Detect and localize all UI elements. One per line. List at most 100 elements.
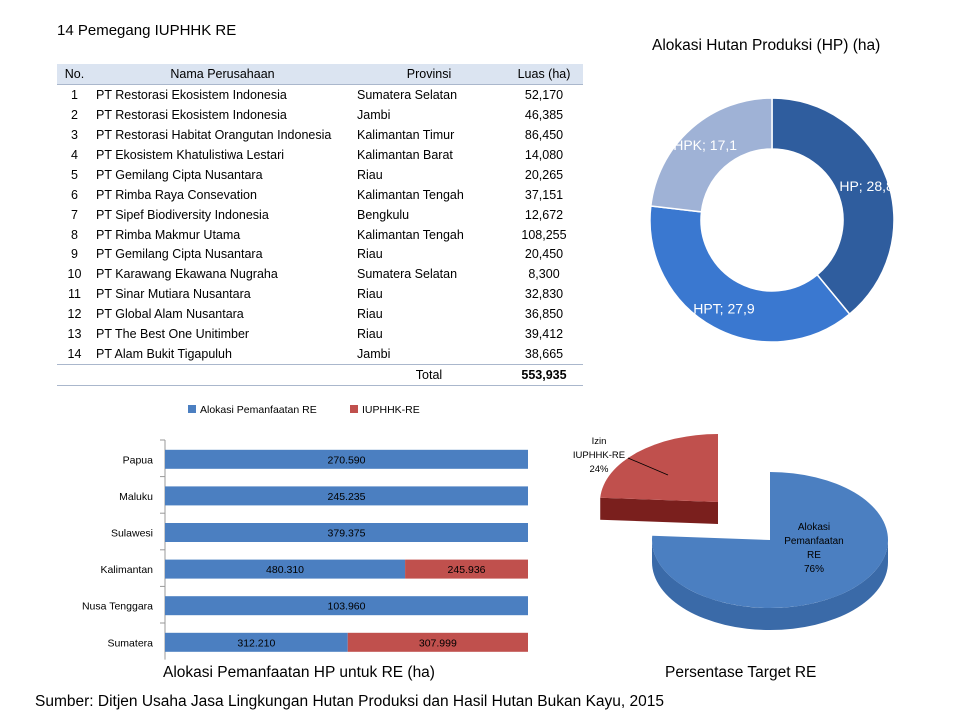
legend-swatch-iuphhk	[350, 405, 358, 413]
table-row: 11 PT Sinar Mutiara Nusantara Riau 32,830	[57, 284, 583, 305]
header-province: Provinsi	[353, 64, 505, 85]
company-name: PT Restorasi Ekosistem Indonesia	[92, 84, 353, 105]
donut-data-label-hpt: HPT; 27,9	[693, 300, 755, 316]
area-value: 14,080	[505, 144, 583, 165]
donut-slice-hp	[771, 97, 895, 316]
area-value: 38,665	[505, 344, 583, 365]
donut-slice-hpt	[649, 205, 851, 343]
province: Kalimantan Barat	[353, 144, 505, 165]
donut-slice-hpk	[649, 97, 773, 213]
bar-data-label: 379.375	[328, 528, 366, 540]
table-row: 14 PT Alam Bukit Tigapuluh Jambi 38,665	[57, 344, 583, 365]
row-number: 3	[57, 124, 92, 145]
table-row: 12 PT Global Alam Nusantara Riau 36,850	[57, 304, 583, 325]
bar-alokasi	[165, 449, 528, 469]
bar-alokasi	[165, 596, 528, 616]
table-row: 7 PT Sipef Biodiversity Indonesia Bengkulu…	[57, 204, 583, 225]
bar-data-label: 312.210	[237, 637, 275, 649]
province: Sumatera Selatan	[353, 264, 505, 285]
row-number: 6	[57, 184, 92, 205]
bar-chart-caption: Alokasi Pemanfaatan HP untuk RE (ha)	[163, 664, 435, 681]
province: Jambi	[353, 344, 505, 365]
row-number: 5	[57, 164, 92, 185]
table-header-row: No. Nama Perusahaan Provinsi Luas (ha)	[57, 64, 583, 85]
pie3d-side-izin	[600, 497, 718, 524]
bar-iuphhk	[405, 559, 528, 579]
bar-data-label: 480.310	[266, 564, 304, 576]
company-table: No. Nama Perusahaan Provinsi Luas (ha) 1…	[57, 64, 583, 387]
province: Riau	[353, 284, 505, 305]
company-name: PT Sipef Biodiversity Indonesia	[92, 204, 353, 225]
area-value: 20,450	[505, 244, 583, 265]
company-name: PT Ekosistem Khatulistiwa Lestari	[92, 144, 353, 165]
row-number: 12	[57, 304, 92, 325]
province: Kalimantan Timur	[353, 124, 505, 145]
row-number: 13	[57, 324, 92, 345]
company-name: PT Gemilang Cipta Nusantara	[92, 244, 353, 265]
area-value: 37,151	[505, 184, 583, 205]
province: Bengkulu	[353, 204, 505, 225]
row-number: 8	[57, 224, 92, 245]
area-value: 32,830	[505, 284, 583, 305]
header-company: Nama Perusahaan	[92, 64, 353, 85]
pie3d-label-alokasi: Alokasi	[798, 522, 830, 533]
company-name: PT Karawang Ekawana Nugraha	[92, 264, 353, 285]
bar-category-label: Maluku	[119, 491, 153, 503]
table-row: 10 PT Karawang Ekawana Nugraha Sumatera Se…	[57, 264, 583, 285]
donut-data-label-hp: HP; 28,8	[839, 178, 894, 194]
area-value: 39,412	[505, 324, 583, 345]
area-value: 20,265	[505, 164, 583, 185]
area-value: 46,385	[505, 104, 583, 125]
bar-chart: Alokasi Pemanfaatan RE IUPHHK-RE Papua 270.…	[82, 404, 528, 660]
header-area: Luas (ha)	[505, 64, 583, 85]
bar-data-label: 245.936	[448, 564, 486, 576]
area-value: 36,850	[505, 304, 583, 325]
province: Riau	[353, 324, 505, 345]
table-row: 1 PT Restorasi Ekosistem Indonesia Sumater…	[57, 84, 583, 105]
donut-data-label-hpk: HPK; 17,1	[673, 137, 737, 153]
table-body: 1 PT Restorasi Ekosistem Indonesia Sumater…	[57, 84, 583, 387]
pie3d-label-alokasi: Pemanfaatan	[784, 536, 844, 547]
company-name: PT Sinar Mutiara Nusantara	[92, 284, 353, 305]
area-value: 8,300	[505, 264, 583, 285]
total-label: Total	[353, 364, 505, 387]
province: Riau	[353, 304, 505, 325]
table-row: 13 PT The Best One Unitimber Riau 39,412	[57, 324, 583, 345]
pie3d-slice-izin	[600, 434, 718, 502]
bar-category-label: Nusa Tenggara	[82, 601, 153, 613]
area-value: 52,170	[505, 84, 583, 105]
bar-category-label: Kalimantan	[100, 564, 153, 576]
table-row: 4 PT Ekosistem Khatulistiwa Lestari Kalima…	[57, 144, 583, 165]
bar-alokasi	[165, 559, 406, 579]
pie3d-label-izin: 24%	[589, 464, 609, 475]
company-name: PT Global Alam Nusantara	[92, 304, 353, 325]
bar-data-label: 307.999	[419, 637, 457, 649]
company-name: PT The Best One Unitimber	[92, 324, 353, 345]
province: Jambi	[353, 104, 505, 125]
pie3d-side-alokasi	[652, 540, 888, 630]
source-note: Sumber: Ditjen Usaha Jasa Lingkungan Hut…	[35, 693, 664, 710]
pie3d-label-izin: Izin	[592, 436, 607, 447]
company-name: PT Alam Bukit Tigapuluh	[92, 344, 353, 365]
row-number: 1	[57, 84, 92, 105]
pie3d-label-alokasi: 76%	[804, 564, 824, 575]
table-row: 6 PT Rimba Raya Consevation Kalimantan Ten…	[57, 184, 583, 205]
bar-category-label: Sulawesi	[111, 528, 153, 540]
legend-swatch-alokasi	[188, 405, 196, 413]
row-number: 2	[57, 104, 92, 125]
donut-chart: HP; 28,8 HPT; 27,9 HPK; 17,1	[649, 97, 895, 343]
area-value: 86,450	[505, 124, 583, 145]
table-row: 5 PT Gemilang Cipta Nusantara Riau 20,265	[57, 164, 583, 185]
province: Kalimantan Tengah	[353, 224, 505, 245]
company-name: PT Rimba Raya Consevation	[92, 184, 353, 205]
header-no: No.	[57, 64, 92, 85]
province: Sumatera Selatan	[353, 84, 505, 105]
province: Riau	[353, 244, 505, 265]
table-row: 2 PT Restorasi Ekosistem Indonesia Jambi 46…	[57, 104, 583, 125]
pie3d-slice-alokasi	[651, 472, 888, 608]
legend-label-iuphhk: IUPHHK-RE	[362, 404, 420, 416]
row-number: 14	[57, 344, 92, 365]
company-name: PT Rimba Makmur Utama	[92, 224, 353, 245]
bar-data-label: 245.235	[328, 491, 366, 503]
